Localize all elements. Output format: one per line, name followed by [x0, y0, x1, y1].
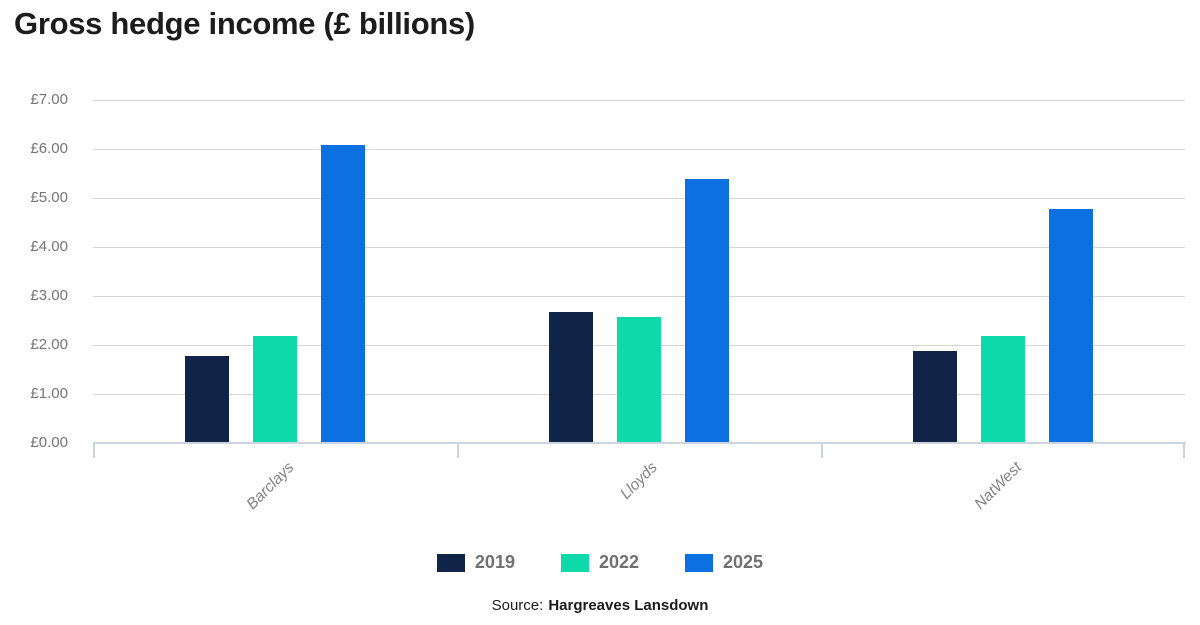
x-axis-label-barclays: Barclays	[242, 459, 298, 514]
legend-item-2025: 2025	[685, 552, 763, 573]
x-axis-label-lloyds: Lloyds	[617, 459, 662, 503]
y-axis-tick-label: £1.00	[30, 385, 68, 402]
x-axis-tick	[821, 443, 823, 458]
gridline	[93, 198, 1185, 199]
legend-swatch-2019	[436, 553, 465, 572]
bar-natwest-2019	[913, 351, 957, 443]
x-axis-label-natwest: NatWest	[971, 459, 1026, 513]
x-axis-tick	[93, 443, 95, 458]
y-axis-tick-label: £0.00	[30, 434, 68, 451]
legend-item-2019: 2019	[436, 552, 515, 573]
bar-group-lloyds	[457, 179, 821, 443]
bar-group-barclays	[93, 145, 457, 443]
legend-swatch-2025	[685, 553, 714, 572]
y-axis-tick-label: £5.00	[30, 189, 68, 206]
source-name: Hargreaves Lansdown	[548, 597, 709, 614]
bar-group-natwest	[821, 209, 1185, 443]
x-axis-line	[93, 442, 1186, 444]
x-axis-tick	[1183, 443, 1185, 458]
bar-lloyds-2025	[685, 179, 729, 443]
y-axis-tick-label: £4.00	[30, 238, 68, 255]
bar-barclays-2022	[253, 336, 297, 443]
y-axis-tick-label: £7.00	[30, 91, 68, 108]
source-prefix: Source:	[491, 597, 544, 614]
y-axis-tick-label: £6.00	[30, 140, 68, 157]
y-axis-tick-label: £3.00	[30, 287, 68, 304]
gridline	[93, 149, 1185, 150]
bar-barclays-2025	[321, 145, 365, 443]
legend-label-2022: 2022	[598, 552, 640, 572]
bar-natwest-2022	[981, 336, 1025, 443]
bar-lloyds-2022	[617, 317, 661, 443]
bar-natwest-2025	[1049, 209, 1093, 443]
x-axis-tick	[457, 443, 459, 458]
legend-label-2019: 2019	[474, 552, 515, 572]
gridline	[93, 296, 1185, 297]
legend-swatch-2022	[560, 553, 589, 572]
gridline	[93, 247, 1185, 248]
legend-item-2022: 2022	[560, 552, 640, 573]
y-axis-tick-label: £2.00	[30, 336, 68, 353]
bar-barclays-2019	[185, 356, 229, 443]
bar-lloyds-2019	[549, 312, 593, 443]
gridline	[93, 100, 1185, 101]
chart-title: Gross hedge income (£ billions)	[14, 6, 475, 41]
chart-legend: 2019 2022 2025	[0, 552, 1200, 573]
source-note: Source: Hargreaves Lansdown	[0, 597, 1200, 614]
legend-label-2025: 2025	[723, 552, 764, 572]
